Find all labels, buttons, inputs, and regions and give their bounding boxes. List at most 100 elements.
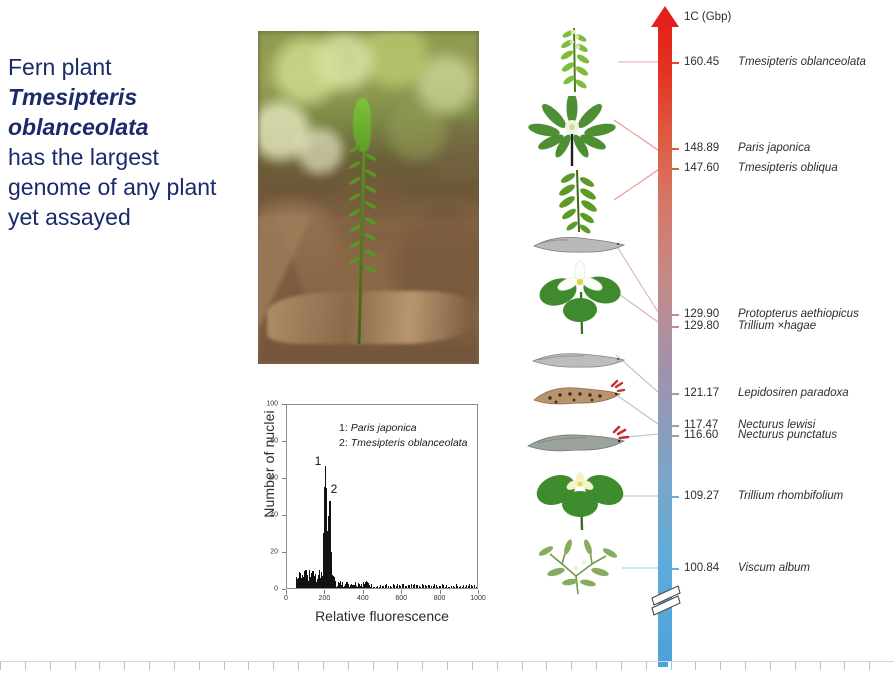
- cyto-bar: [427, 584, 429, 588]
- genome-size-value: 129.80: [684, 320, 720, 332]
- fern-leaflet: [364, 215, 378, 226]
- cyto-y-tick: [282, 478, 286, 479]
- cyto-bar: [387, 585, 389, 588]
- ruler-tick: [720, 662, 722, 670]
- cyto-bar: [305, 570, 307, 588]
- genome-size-value: 121.17: [684, 387, 720, 399]
- cyto-bar: [337, 582, 339, 588]
- cyto-y-tick-label: 100: [266, 400, 278, 408]
- organism-name: Viscum album: [738, 562, 811, 574]
- cyto-x-tick-label: 600: [395, 595, 408, 602]
- cyto-bar: [369, 584, 371, 588]
- cyto-bar: [469, 584, 471, 588]
- cyto-bar: [435, 584, 437, 588]
- ruler-tick: [322, 662, 324, 670]
- genome-size-value: 160.45: [684, 56, 720, 68]
- cyto-bar: [432, 585, 434, 588]
- cyto-y-tick: [282, 441, 286, 442]
- ruler-baseline: [0, 661, 894, 662]
- cyto-bar: [365, 584, 367, 588]
- cyto-peak-annotation-2: 2: [330, 481, 338, 496]
- ruler-tick: [149, 662, 150, 670]
- axis-tick-5: [672, 393, 679, 395]
- cyto-bar: [450, 585, 452, 588]
- cyto-bar: [304, 570, 306, 588]
- cyto-bar: [301, 574, 303, 588]
- cyto-x-tick-label: 200: [318, 595, 331, 602]
- cyto-legend-key-2: 2: [339, 437, 345, 449]
- genome-size-row: 100.84 Viscum album: [684, 561, 810, 576]
- cyto-legend-item-2: 2: Tmesipteris oblanceolata: [339, 437, 468, 449]
- cyto-bar: [354, 581, 356, 588]
- fern-leaflet: [364, 231, 378, 242]
- cyto-bar: [346, 581, 348, 588]
- cyto-y-axis: 0 20 40 60 80 100: [248, 398, 286, 593]
- cyto-bar: [449, 586, 451, 588]
- cyto-bar: [447, 586, 449, 588]
- cyto-bar: [336, 586, 338, 588]
- genome-size-row: 121.17 Lepidosiren paradoxa: [684, 386, 849, 401]
- fern-frond: [346, 141, 382, 294]
- cyto-bar: [366, 581, 368, 588]
- genome-size-row: 109.27 Trillium rhombifolium: [684, 489, 843, 504]
- cyto-legend-label-2: Tmesipteris oblanceolata: [350, 437, 468, 449]
- cyto-bar: [343, 586, 345, 588]
- cyto-x-tick: [439, 590, 441, 594]
- ruler-tick: [695, 662, 697, 670]
- cyto-bar: [474, 584, 475, 588]
- ruler-tick: [546, 662, 548, 670]
- genome-size-value: 100.84: [684, 562, 720, 574]
- cyto-x-tick: [478, 590, 479, 594]
- fern-leaflet: [348, 159, 362, 170]
- cyto-bar: [407, 584, 409, 588]
- ruler-tick: [447, 662, 448, 670]
- fern-leaflet: [348, 175, 362, 186]
- ruler-tick: [620, 662, 622, 670]
- bottom-ruler: [0, 637, 894, 674]
- axis-tick-1: [672, 148, 679, 150]
- cyto-bar: [315, 575, 317, 588]
- cyto-bar: [417, 584, 419, 588]
- axis-tick-4: [672, 326, 679, 328]
- genome-size-value: 109.27: [684, 490, 720, 502]
- cyto-bar: [438, 586, 440, 588]
- cyto-legend-label-1: Paris japonica: [350, 422, 417, 434]
- trillium-rhombifolium-icon: [532, 466, 628, 532]
- cyto-bar: [364, 582, 366, 588]
- cyto-bar: [361, 584, 363, 588]
- ruler-tick: [769, 662, 771, 670]
- cyto-bar: [423, 585, 425, 588]
- cyto-plot-area: 1: Paris japonica 2: Tmesipteris oblance…: [286, 404, 478, 589]
- cyto-bar: [349, 586, 351, 588]
- genome-size-value: 116.60: [684, 429, 719, 441]
- axis-arrow-icon: [651, 6, 679, 28]
- cyto-bar: [367, 582, 369, 588]
- cyto-bar: [328, 508, 330, 588]
- cyto-bar: [374, 587, 376, 588]
- ruler-tick: [49, 662, 51, 670]
- cyto-bar: [342, 585, 344, 588]
- cyto-bar: [455, 584, 457, 588]
- ruler-tick: [223, 662, 225, 670]
- cyto-bar: [392, 584, 394, 588]
- cyto-bar: [338, 582, 340, 588]
- cyto-bar: [369, 587, 371, 588]
- ruler-tick: [372, 662, 374, 670]
- cyto-bar: [346, 581, 348, 588]
- cyto-bar: [418, 585, 420, 588]
- fern-photograph: [258, 31, 479, 364]
- cyto-bar: [414, 583, 416, 588]
- cyto-y-tick-label: 20: [270, 548, 278, 556]
- cyto-bar: [452, 586, 454, 588]
- tmesipteris-oblanceolata-icon: [528, 22, 624, 98]
- axis-tick-0: [672, 62, 679, 64]
- axis-break-icon: [651, 585, 681, 616]
- cyto-bar: [341, 581, 343, 588]
- ruler-tick: [24, 662, 26, 670]
- cyto-bar: [311, 580, 313, 588]
- ruler-tick: [670, 662, 672, 670]
- fern-tip: [353, 97, 372, 152]
- ruler-tick: [844, 662, 846, 670]
- axis-tick-3: [672, 314, 679, 316]
- headline-line-1: Fern plant: [8, 54, 112, 80]
